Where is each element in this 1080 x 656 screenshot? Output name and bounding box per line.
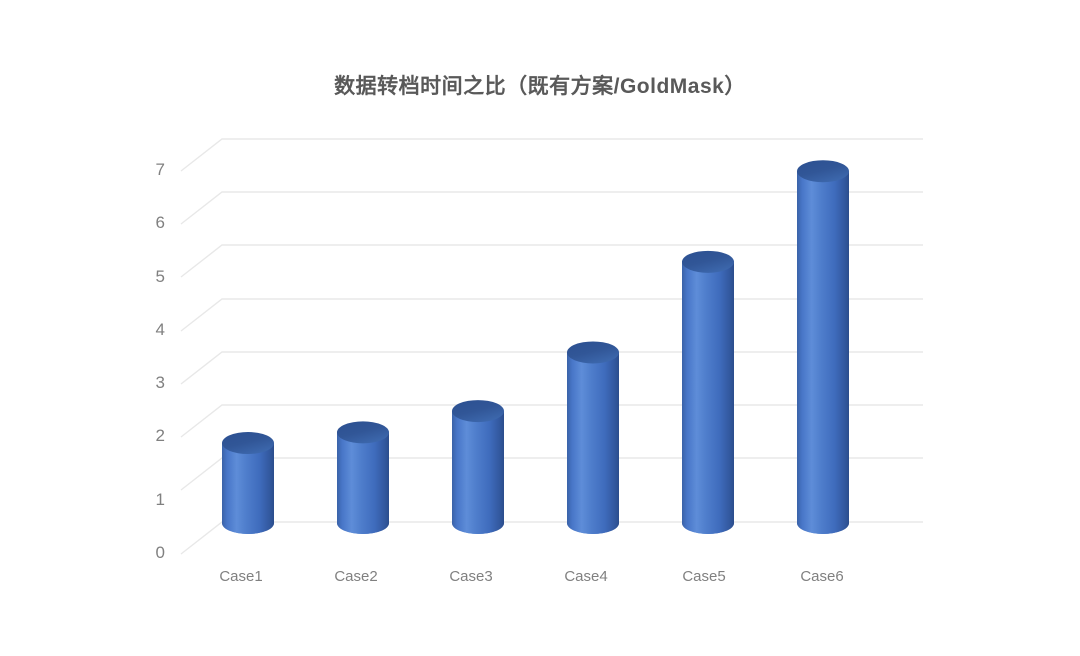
xtick-label-case2: Case2	[334, 568, 378, 585]
ytick-label-1: 1	[155, 490, 165, 509]
bar-body	[452, 411, 504, 534]
xtick-label-case4: Case4	[564, 568, 608, 585]
ytick-label-4: 4	[155, 320, 165, 339]
bar-top-cap	[682, 250, 734, 273]
bar-top-cap	[797, 160, 849, 183]
bar-top-cap	[567, 341, 619, 364]
ytick-label-0: 0	[155, 543, 165, 562]
bar-top-cap	[222, 432, 274, 455]
bar-case2[interactable]	[337, 421, 389, 534]
ytick-label-5: 5	[155, 267, 165, 286]
xtick-label-case5: Case5	[682, 568, 726, 585]
bar-body	[567, 352, 619, 534]
ytick-label-6: 6	[155, 213, 165, 232]
bar-body	[797, 171, 849, 534]
xtick-label-case1: Case1	[219, 568, 263, 585]
xtick-label-case3: Case3	[449, 568, 493, 585]
bar-case1[interactable]	[222, 432, 274, 534]
ytick-label-7: 7	[155, 160, 165, 179]
bar-case4[interactable]	[567, 341, 619, 534]
bar-case3[interactable]	[452, 400, 504, 534]
bar-series	[222, 160, 849, 534]
bar-body	[222, 443, 274, 534]
ytick-label-2: 2	[155, 426, 165, 445]
bar-top-cap	[337, 421, 389, 444]
bar-case6[interactable]	[797, 160, 849, 534]
bar-top-cap	[452, 400, 504, 423]
bar-body	[682, 261, 734, 534]
ytick-label-3: 3	[155, 373, 165, 392]
chart-title: 数据转档时间之比（既有方案/GoldMask）	[334, 75, 746, 98]
xtick-label-case6: Case6	[800, 568, 844, 585]
bar-body	[337, 432, 389, 534]
bar-case5[interactable]	[682, 250, 734, 534]
